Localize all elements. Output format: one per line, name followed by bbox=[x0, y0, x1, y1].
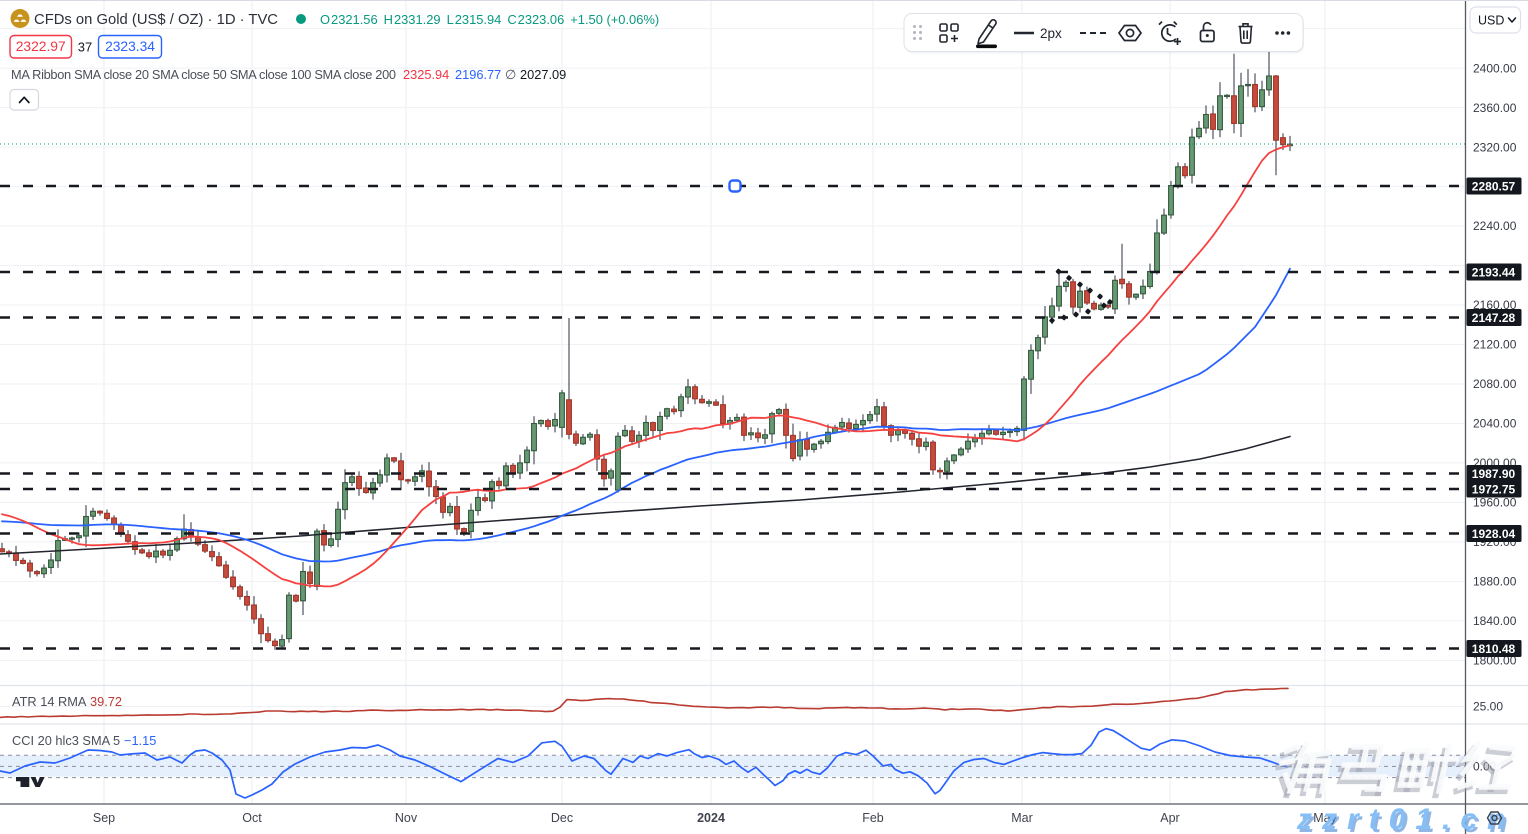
svg-text:2px: 2px bbox=[1040, 26, 1062, 41]
svg-text:2024: 2024 bbox=[697, 811, 725, 825]
svg-text:2160.00: 2160.00 bbox=[1473, 298, 1517, 312]
svg-text:2322.97: 2322.97 bbox=[16, 39, 66, 54]
svg-text:2193.44: 2193.44 bbox=[1472, 265, 1516, 279]
svg-text:May: May bbox=[1313, 811, 1337, 825]
svg-text:1810.48: 1810.48 bbox=[1472, 642, 1516, 656]
svg-text:2240.00: 2240.00 bbox=[1473, 219, 1517, 233]
svg-text:Mar: Mar bbox=[1011, 811, 1033, 825]
svg-text:Sep: Sep bbox=[93, 811, 115, 825]
svg-text:1800.00: 1800.00 bbox=[1473, 654, 1517, 668]
svg-text:MA Ribbon SMA close 20 SMA clo: MA Ribbon SMA close 20 SMA close 50 SMA … bbox=[11, 67, 396, 82]
svg-text:2080.00: 2080.00 bbox=[1473, 377, 1517, 391]
svg-text:Feb: Feb bbox=[862, 811, 884, 825]
svg-text:ATR 14 RMA: ATR 14 RMA bbox=[12, 694, 87, 709]
svg-text:Dec: Dec bbox=[551, 811, 573, 825]
svg-text:2147.28: 2147.28 bbox=[1472, 311, 1516, 325]
svg-text:USD: USD bbox=[1478, 14, 1504, 28]
svg-text:1928.04: 1928.04 bbox=[1472, 527, 1516, 541]
svg-text:2320.00: 2320.00 bbox=[1473, 140, 1517, 154]
svg-text:1880.00: 1880.00 bbox=[1473, 575, 1517, 589]
svg-text:2360.00: 2360.00 bbox=[1473, 101, 1517, 115]
svg-text:CCI 20 hlc3 SMA 5: CCI 20 hlc3 SMA 5 bbox=[12, 733, 120, 748]
svg-text:Nov: Nov bbox=[395, 811, 418, 825]
svg-text:Apr: Apr bbox=[1160, 811, 1179, 825]
svg-text:1960.00: 1960.00 bbox=[1473, 496, 1517, 510]
svg-text:CFDs on Gold (US$ / OZ) · 1D ·: CFDs on Gold (US$ / OZ) · 1D · TVC bbox=[34, 11, 278, 28]
svg-text:zzrt01.cn: zzrt01.cn bbox=[1299, 806, 1518, 834]
svg-text:25.00: 25.00 bbox=[1473, 700, 1503, 714]
svg-text:1840.00: 1840.00 bbox=[1473, 614, 1517, 628]
svg-text:−1.15: −1.15 bbox=[124, 733, 156, 748]
svg-text:∅: ∅ bbox=[505, 67, 516, 82]
svg-text:2120.00: 2120.00 bbox=[1473, 338, 1517, 352]
svg-text:2323.34: 2323.34 bbox=[105, 39, 155, 54]
svg-text:2325.94: 2325.94 bbox=[403, 67, 449, 82]
svg-text:zzrt01.cn: zzrt01.cn bbox=[1296, 803, 1515, 834]
svg-text:39.72: 39.72 bbox=[90, 694, 122, 709]
svg-text:2040.00: 2040.00 bbox=[1473, 417, 1517, 431]
svg-text:2400.00: 2400.00 bbox=[1473, 61, 1517, 75]
svg-text:2280.57: 2280.57 bbox=[1472, 179, 1516, 193]
svg-text:37: 37 bbox=[78, 40, 92, 55]
svg-text:2196.77: 2196.77 bbox=[455, 67, 501, 82]
svg-text:Oct: Oct bbox=[242, 811, 262, 825]
svg-text:1972.75: 1972.75 bbox=[1472, 482, 1516, 496]
svg-text:2027.09: 2027.09 bbox=[520, 67, 566, 82]
svg-text:1987.90: 1987.90 bbox=[1472, 467, 1516, 481]
